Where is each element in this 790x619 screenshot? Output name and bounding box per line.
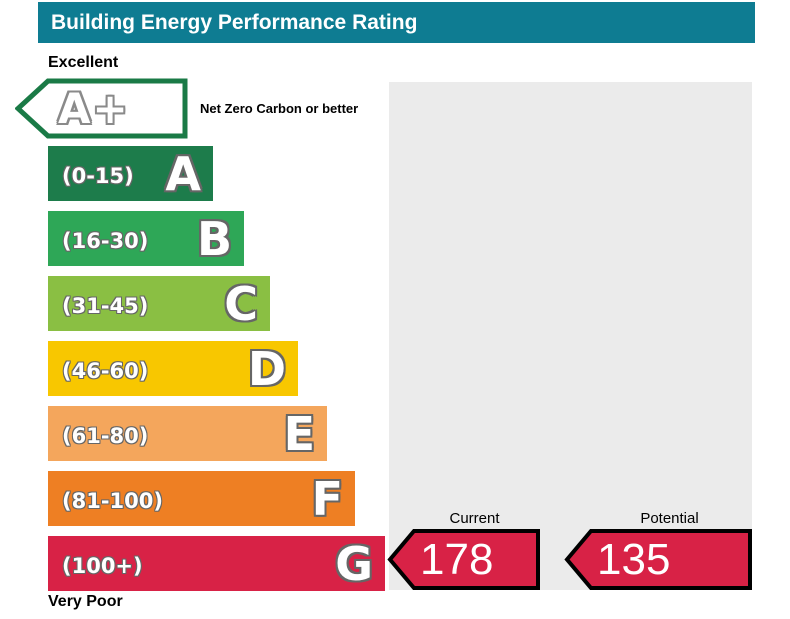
band-e: (61-80) E — [48, 406, 327, 461]
band-letter: E — [283, 406, 315, 461]
net-zero-label: Net Zero Carbon or better — [200, 101, 359, 116]
current-rating-arrow — [387, 529, 540, 590]
potential-value: 135 — [597, 535, 671, 584]
band-range-label: (46-60) — [62, 358, 149, 383]
band-letter: B — [196, 211, 232, 266]
band-range-label: (61-80) — [62, 423, 149, 448]
band-letter: C — [224, 276, 258, 331]
band-a: (0-15) A — [48, 146, 213, 201]
band-d: (46-60) D — [48, 341, 298, 396]
band-range-label: (16-30) — [62, 228, 149, 253]
potential-rating-arrow — [564, 529, 752, 590]
chart-title: Building Energy Performance Rating — [51, 11, 418, 34]
band-letter: F — [311, 471, 343, 526]
current-label: Current — [449, 510, 500, 527]
band-letter: A — [165, 146, 201, 201]
band-a-plus-letter: A+ — [58, 84, 130, 133]
band-g: (100+) G — [48, 536, 385, 591]
band-b: (16-30) B — [48, 211, 244, 266]
band-letter: D — [247, 341, 286, 396]
rating-panel — [389, 82, 752, 590]
excellent-label: Excellent — [48, 54, 119, 71]
very-poor-label: Very Poor — [48, 593, 123, 610]
band-range-label: (31-45) — [62, 293, 149, 318]
band-letter: G — [335, 536, 373, 591]
chart-title-bar: Building Energy Performance Rating — [38, 2, 755, 43]
band-range-label: (0-15) — [62, 163, 134, 188]
potential-label: Potential — [640, 510, 699, 527]
band-c: (31-45) C — [48, 276, 270, 331]
band-range-label: (100+) — [62, 553, 143, 578]
band-range-label: (81-100) — [62, 488, 163, 513]
current-value: 178 — [420, 535, 494, 584]
band-a-plus-arrow — [15, 78, 188, 139]
band-f: (81-100) F — [48, 471, 355, 526]
